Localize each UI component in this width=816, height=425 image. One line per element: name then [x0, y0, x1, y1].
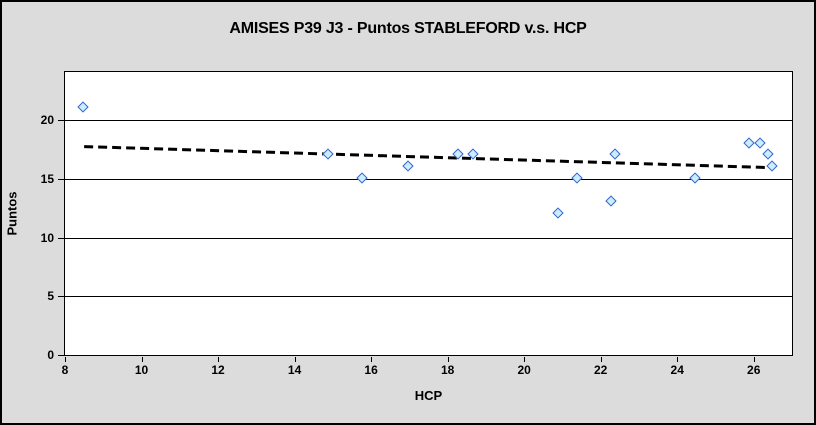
gridline-y-20 [65, 120, 792, 122]
y-tick-label-20: 20 [40, 113, 54, 128]
x-tick-20 [524, 357, 526, 362]
data-point-marker [605, 195, 617, 208]
data-point-marker [609, 148, 621, 161]
chart-title: AMISES P39 J3 - Puntos STABLEFORD v.s. H… [229, 20, 587, 37]
x-tick-label-24: 24 [670, 363, 684, 377]
data-point-marker [551, 207, 564, 219]
x-tick-label-18: 18 [440, 363, 455, 377]
x-tick-10 [141, 357, 143, 362]
data-point-marker [689, 172, 701, 184]
x-tick-18 [447, 357, 449, 362]
x-tick-12 [218, 357, 220, 362]
x-tick-label-16: 16 [364, 363, 378, 377]
x-tick-16 [371, 357, 373, 362]
y-tick-0 [58, 355, 64, 356]
x-tick-label-26: 26 [747, 363, 761, 377]
y-tick-20 [58, 120, 64, 122]
y-tick-15 [58, 178, 64, 180]
x-tick-label-12: 12 [211, 363, 225, 377]
y-axis-title: Puntos [4, 191, 20, 236]
x-tick-26 [753, 357, 755, 362]
x-tick-24 [677, 357, 679, 362]
x-tick-label-20: 20 [517, 363, 531, 377]
y-tick-label-5: 5 [47, 289, 54, 304]
gridline-y-10 [65, 237, 792, 239]
gridline-y-15 [65, 178, 792, 180]
data-point-marker [356, 172, 369, 184]
x-tick-label-8: 8 [61, 363, 69, 377]
plot-area [64, 71, 793, 356]
x-tick-22 [600, 357, 602, 362]
data-point-marker [322, 148, 334, 161]
data-point-marker [467, 148, 480, 161]
x-tick-label-14: 14 [287, 363, 302, 377]
x-tick-14 [294, 357, 296, 362]
data-point-marker [452, 148, 464, 161]
x-tick-label-10: 10 [134, 363, 149, 377]
y-tick-10 [58, 237, 64, 239]
x-axis-title: HCP [414, 388, 443, 403]
data-point-marker [754, 136, 767, 149]
gridline-y-5 [65, 296, 792, 298]
data-point-marker [402, 160, 415, 172]
data-point-marker [762, 148, 774, 161]
data-point-marker [571, 172, 583, 184]
y-tick-5 [58, 296, 64, 298]
x-tick-label-22: 22 [593, 363, 608, 377]
data-point-marker [77, 101, 89, 114]
y-tick-label-15: 15 [40, 171, 54, 186]
trendline [84, 145, 773, 170]
data-point-marker [766, 160, 778, 172]
y-tick-label-0: 0 [47, 348, 54, 362]
y-tick-label-10: 10 [40, 230, 54, 245]
x-tick-8 [65, 357, 66, 362]
data-point-marker [743, 136, 755, 149]
